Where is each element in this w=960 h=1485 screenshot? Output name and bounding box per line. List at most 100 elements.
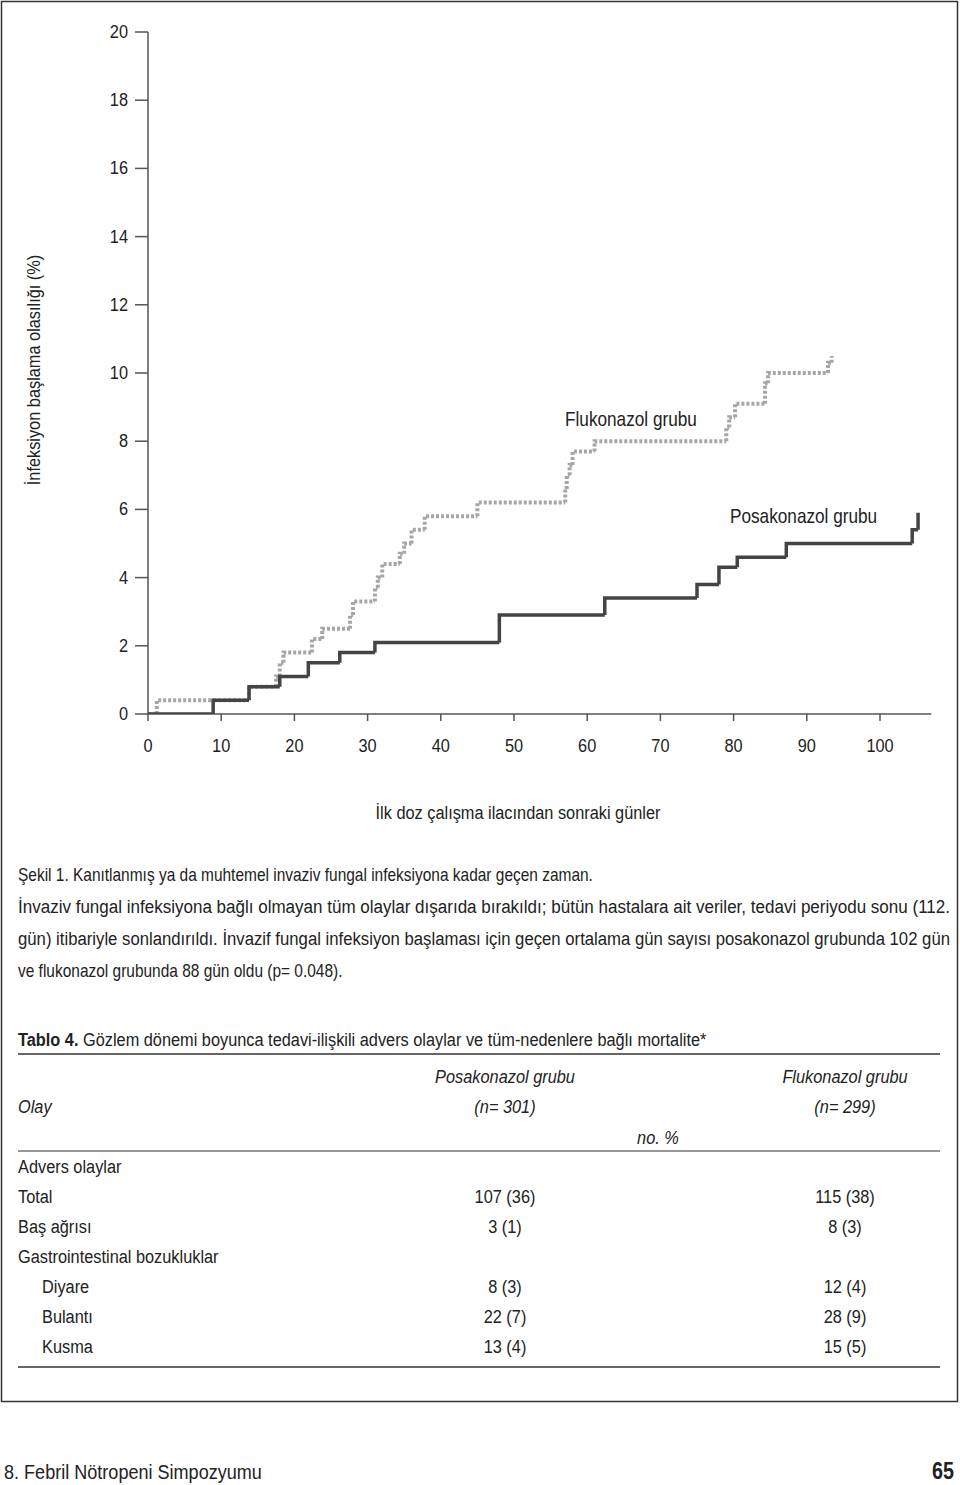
step-segment [573,451,595,465]
x-tick-label: 40 [432,735,450,756]
step-segment [735,404,765,418]
series-label: Posakonazol grubu [730,505,877,528]
series [148,513,918,714]
step-segment [765,383,768,403]
step-segment [499,615,604,642]
rule [18,1151,940,1152]
y-tick-label: 16 [110,157,128,178]
step-segment [350,615,353,629]
cell: 15 (5) [824,1336,867,1357]
frame [2,2,958,1402]
caption-line: ve flukonazol grubunda 88 gün oldu (p= 0… [18,961,342,981]
y-tick-label: 20 [110,21,128,42]
step-segment [737,557,786,567]
x-tick [440,714,442,721]
rule [18,1053,940,1055]
y-tick [135,99,148,101]
row-header: Olay [18,1096,53,1117]
chart: 024681012141618200102030405060708090100İ… [23,21,931,823]
cell: 28 (9) [824,1306,867,1327]
y-tick-label: 14 [110,225,128,246]
step-segment [375,588,378,602]
table-title-text: Gözlem dönemi boyunca tedavi-ilişkili ad… [78,1029,706,1050]
y-tick-label: 8 [119,430,128,451]
rule [18,1366,940,1368]
step-segment [786,544,912,558]
step-segment [412,530,425,544]
x-tick-label: 10 [212,735,230,756]
row-label: Gastrointestinal bozukluklar [18,1246,219,1267]
row-label: Kusma [42,1336,93,1357]
column-header: Posakonazol grubu [435,1066,575,1087]
step-segment [280,676,309,686]
x-tick-label: 0 [143,735,152,756]
row-label: Total [18,1186,52,1207]
y-tick [135,645,148,647]
step-segment [378,578,382,588]
x-tick-label: 60 [578,735,596,756]
y-tick-label: 2 [119,635,128,656]
figure-caption: Şekil 1. Kanıtlanmış ya da muhtemel inva… [18,865,950,981]
cell: 3 (1) [488,1216,522,1237]
x-axis [148,713,931,715]
x-tick [586,714,588,721]
y-tick [135,577,148,579]
step-segment [605,598,697,615]
y-tick [135,713,148,715]
y-tick-label: 12 [110,294,128,315]
x-tick-label: 30 [359,735,377,756]
y-tick [135,372,148,374]
footer-text: 8. Febril Nötropeni Simpozyumu [4,1460,262,1484]
x-tick [513,714,515,721]
column-header: Flukonazol grubu [782,1066,907,1087]
x-tick-label: 50 [505,735,523,756]
x-tick-label: 80 [725,735,743,756]
step-segment [828,363,832,373]
step-segment [570,465,573,475]
cell: 107 (36) [475,1186,536,1207]
x-tick [660,714,662,721]
footer: 8. Febril Nötropeni Simpozyumu65 [4,1459,954,1485]
y-tick-label: 6 [119,498,128,519]
x-tick-label: 20 [285,735,303,756]
table: Tablo 4. Gözlem dönemi boyunca tedavi-il… [18,1029,940,1367]
step-segment [249,687,280,701]
column-n: (n= 299) [814,1096,875,1117]
x-tick [294,714,296,721]
step-segment [157,700,249,714]
step-segment [322,629,350,639]
step-segment [565,489,566,503]
x-tick [733,714,735,721]
table-label: Tablo 4. [18,1029,78,1050]
step-segment [340,653,375,663]
row-label: Bulantı [42,1306,93,1327]
step-segment [726,428,729,442]
step-segment [312,639,322,653]
step-segment [916,513,920,530]
step-segment [595,441,727,451]
step-segment [477,503,565,517]
step-segment [400,554,404,564]
row-label: Advers olaylar [18,1156,122,1177]
cell: 8 (3) [488,1276,522,1297]
x-tick-label: 100 [866,735,893,756]
step-segment [425,516,478,530]
y-tick-label: 18 [110,89,128,110]
step-segment [404,544,411,554]
series-label: Flukonazol grubu [565,408,697,431]
x-tick [879,714,881,721]
row-label: Diyare [42,1276,89,1297]
caption-line: gün) itibariyle sonlandırıldı. İnvazif f… [18,929,950,949]
y-tick [135,304,148,306]
step-segment [213,700,249,714]
y-axis-title: İnfeksiyon başlama olasılığı (%) [23,255,44,485]
page: 024681012141618200102030405060708090100İ… [0,0,960,1485]
background [0,0,960,1485]
table-title: Tablo 4. Gözlem dönemi boyunca tedavi-il… [18,1029,706,1050]
step-segment [912,530,918,544]
step-segment [697,584,719,598]
step-segment [768,373,828,383]
y-tick-label: 10 [110,362,128,383]
step-segment [249,687,276,701]
x-tick-label: 90 [798,735,816,756]
